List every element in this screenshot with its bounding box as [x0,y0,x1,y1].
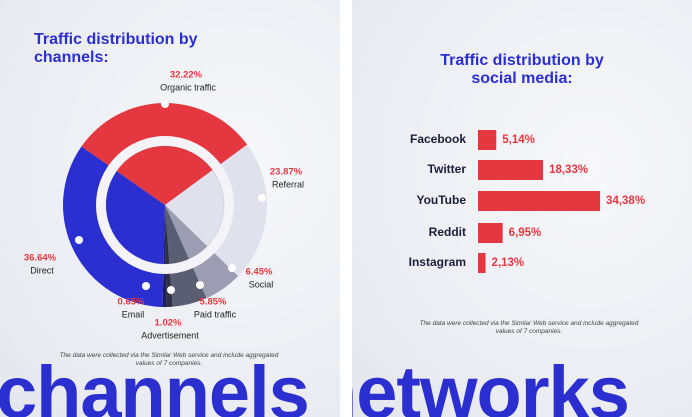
pie-slice [165,205,207,307]
bar [478,223,503,243]
label-dot [142,282,150,290]
value-label: 1.02% [155,318,182,329]
label-dot [258,194,266,202]
footnote: The data were collected via the Similar … [59,352,279,367]
value-label: 23.87% [270,167,303,178]
bar-chart: Facebook 5,14% Twitter 18,33% YouTube 34,38% R… [409,130,645,273]
chart-title: Traffic distribution by channels: [34,31,198,66]
banner-word: channels [0,351,310,417]
pie-slice [162,205,167,307]
category-label: Advertisement [141,330,199,340]
bar [478,253,486,273]
pie-slice [81,103,248,205]
category-label: Email [122,309,145,319]
bar [478,191,601,211]
category-label: Paid traffic [194,309,237,319]
category-label: Social [249,279,274,289]
chart-title: Traffic distribution by social media: [440,52,604,87]
value-label: 18,33% [549,164,588,176]
bar [478,160,544,180]
pie-slice [165,205,173,307]
value-label: 5,14% [502,134,535,146]
category-label: Reddit [429,225,466,239]
category-label: Instagram [409,255,466,269]
channels-panel: Traffic distribution by channels: 32.22%… [0,0,340,417]
ring-inner [105,145,225,265]
value-label: 5.85% [200,297,227,308]
category-label: Direct [30,265,54,275]
ring [96,136,234,274]
banner-word: networks [352,351,630,417]
pie-slice [165,144,267,277]
label-dot [167,286,175,294]
category-label: YouTube [416,193,466,207]
label-dot [161,100,169,108]
value-label: 0.65% [118,297,145,308]
value-label: 36.64% [24,253,57,264]
value-label: 6.45% [246,267,273,278]
social-panel: Traffic distribution by social media: Fa… [352,0,692,417]
value-label: 34,38% [606,195,645,207]
label-dot [196,281,204,289]
value-label: 32.22% [170,70,203,81]
category-label: Referral [272,179,304,189]
category-label: Twitter [428,162,467,176]
category-label: Organic traffic [160,82,216,92]
pie-chart: 32.22%Organic traffic 23.87%Referral 6.45%… [24,70,304,341]
label-dot [228,264,236,272]
value-label: 2,13% [492,257,525,269]
category-label: Facebook [410,132,466,146]
value-label: 6,95% [509,227,542,239]
label-dot [75,236,83,244]
footnote: The data were collected via the Similar … [419,320,639,335]
bar [478,130,497,150]
